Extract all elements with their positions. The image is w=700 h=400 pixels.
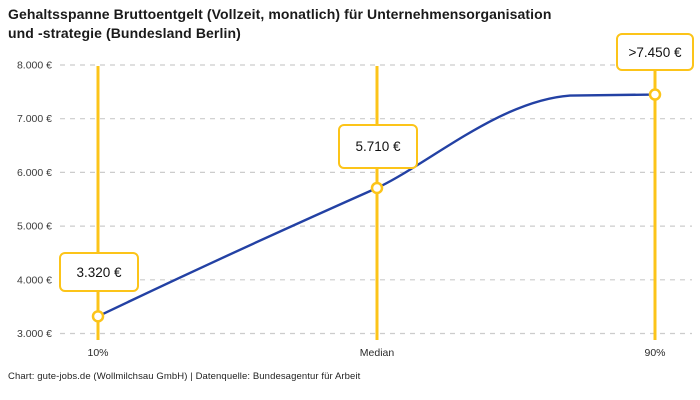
x-axis-label: Median (360, 347, 395, 359)
x-axis-label: 90% (644, 347, 665, 359)
data-point-marker-90% (648, 88, 662, 101)
y-axis-tick-label: 5.000 € (17, 221, 52, 233)
y-axis-tick-label: 8.000 € (17, 60, 52, 72)
x-axis-label: 10% (87, 347, 108, 359)
y-axis-tick-label: 3.000 € (17, 328, 52, 340)
title-line-1: Gehaltsspanne Bruttoentgelt (Vollzeit, m… (8, 6, 552, 22)
source-attribution: Chart: gute-jobs.de (Wollmilchsau GmbH) … (8, 371, 361, 382)
data-point-marker-10% (91, 310, 105, 323)
y-axis-tick-label: 4.000 € (17, 274, 52, 286)
callout-90th-percentile: >7.450 € (616, 33, 694, 71)
y-axis-tick-label: 6.000 € (17, 167, 52, 179)
y-axis-tick-label: 7.000 € (17, 113, 52, 125)
callout-10th-percentile: 3.320 € (59, 252, 139, 292)
data-point-marker-Median (370, 181, 384, 195)
page-title: Gehaltsspanne Bruttoentgelt (Vollzeit, m… (8, 5, 551, 44)
callout-median: 5.710 € (338, 124, 418, 169)
title-line-2: und -strategie (Bundesland Berlin) (8, 25, 241, 42)
